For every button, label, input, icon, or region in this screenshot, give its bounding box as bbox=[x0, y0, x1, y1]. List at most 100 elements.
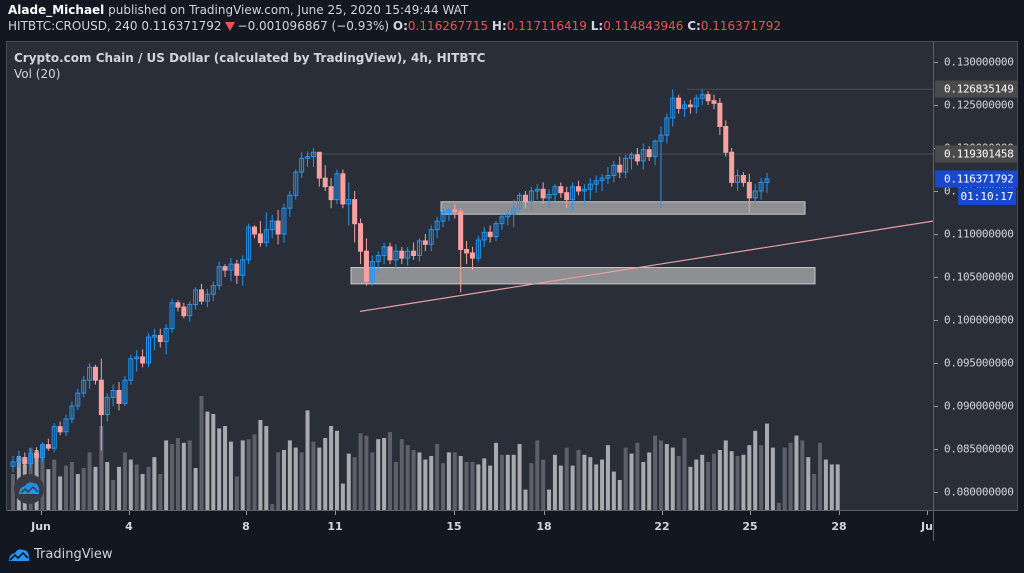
candle-down bbox=[181, 306, 187, 317]
volume-bar bbox=[46, 469, 51, 510]
volume-bar bbox=[99, 426, 104, 510]
time-label: Jun bbox=[31, 520, 51, 533]
time-tick bbox=[246, 511, 247, 515]
volume-bar bbox=[517, 444, 522, 510]
volume-bar bbox=[647, 452, 652, 510]
volume-bar bbox=[376, 439, 381, 510]
volume-bar bbox=[111, 480, 116, 510]
volume-bar bbox=[765, 423, 769, 510]
volume-bar bbox=[193, 468, 198, 510]
volume-bar bbox=[258, 420, 263, 510]
candle-down bbox=[45, 444, 51, 449]
volume-bar bbox=[452, 452, 457, 510]
candle-down bbox=[234, 263, 240, 276]
candle-up bbox=[228, 263, 234, 271]
candle-down bbox=[222, 266, 228, 271]
volume-bar bbox=[146, 466, 151, 510]
volume-bar bbox=[494, 442, 499, 510]
candle-up bbox=[587, 183, 593, 190]
candle-down bbox=[740, 175, 746, 183]
candle-up bbox=[493, 223, 499, 238]
candle-up bbox=[699, 94, 705, 99]
volume-bar bbox=[264, 426, 269, 510]
volume-bar bbox=[464, 462, 469, 510]
candle-up bbox=[623, 157, 629, 173]
publish-info: Alade_Michael published on TradingView.c… bbox=[8, 3, 468, 17]
chart-plot-area[interactable] bbox=[7, 42, 933, 512]
candle-up bbox=[269, 220, 275, 231]
volume-bar bbox=[352, 457, 357, 510]
candle-up bbox=[405, 250, 411, 259]
down-triangle-icon bbox=[224, 22, 235, 31]
candlestick-chart[interactable] bbox=[7, 42, 933, 510]
high-price-marker: 0.126835149 bbox=[944, 82, 1014, 96]
volume-bar bbox=[547, 489, 552, 510]
candle-up bbox=[16, 457, 22, 463]
price-label: 0.100000000 bbox=[944, 313, 1014, 327]
candle-down bbox=[458, 211, 464, 250]
time-tick bbox=[41, 511, 42, 515]
candle-up bbox=[375, 255, 381, 263]
candle-down bbox=[399, 250, 405, 259]
footer-brand[interactable]: TradingView bbox=[8, 547, 113, 562]
price-axis[interactable]: 0.1300000000.1250000000.1200000000.11500… bbox=[933, 42, 1018, 512]
time-axis[interactable]: Jun 4 8 11 15 18 22 25 28 Ju bbox=[7, 510, 933, 541]
candle-down bbox=[729, 151, 735, 183]
volume-bar bbox=[588, 457, 593, 510]
price-label: 0.090000000 bbox=[944, 399, 1014, 413]
volume-bar bbox=[270, 504, 275, 510]
volume-bar bbox=[329, 426, 334, 510]
candle-down bbox=[116, 390, 122, 404]
time-label: 15 bbox=[446, 520, 462, 533]
price-tick bbox=[934, 406, 938, 407]
volume-bar bbox=[806, 457, 811, 510]
volume-bar bbox=[818, 442, 823, 510]
volume-bar bbox=[158, 474, 163, 510]
candle-down bbox=[540, 188, 546, 199]
volume-bar bbox=[800, 440, 805, 510]
volume-bar bbox=[11, 474, 15, 510]
candle-up bbox=[570, 186, 576, 201]
time-tick bbox=[129, 511, 130, 515]
price-tick bbox=[934, 191, 938, 192]
volume-indicator-label[interactable]: Vol (20) bbox=[14, 67, 61, 81]
volume-bar bbox=[735, 456, 740, 510]
volume-bar bbox=[582, 454, 587, 510]
volume-bar bbox=[52, 459, 57, 510]
volume-bar bbox=[323, 438, 328, 510]
volume-bar bbox=[458, 456, 463, 510]
volume-bar bbox=[311, 441, 316, 510]
volume-bar bbox=[293, 447, 298, 510]
volume-bar bbox=[128, 459, 133, 510]
volume-bar bbox=[658, 440, 663, 510]
price-tick bbox=[934, 105, 938, 106]
volume-bar bbox=[676, 456, 681, 510]
candle-down bbox=[723, 126, 729, 153]
volume-bar bbox=[175, 438, 180, 510]
volume-bar bbox=[405, 445, 410, 510]
candle-up bbox=[69, 405, 75, 420]
candle-up bbox=[281, 207, 287, 235]
tradingview-watermark bbox=[14, 474, 44, 504]
volume-bar bbox=[541, 459, 546, 510]
volume-bar bbox=[782, 447, 787, 510]
candle-up bbox=[63, 418, 69, 433]
volume-bar bbox=[558, 465, 563, 510]
candle-up bbox=[204, 293, 210, 302]
candle-up bbox=[128, 358, 134, 381]
level-price-marker: 0.119301458 bbox=[944, 147, 1014, 161]
current-price-marker-box bbox=[935, 170, 1017, 188]
candle-up bbox=[434, 220, 440, 231]
time-label: 18 bbox=[536, 520, 552, 533]
volume-bar bbox=[423, 459, 428, 510]
volume-bar bbox=[441, 463, 446, 510]
volume-bar bbox=[505, 454, 510, 510]
volume-bar bbox=[87, 452, 92, 510]
candle-up bbox=[169, 302, 175, 330]
candle-up bbox=[440, 212, 446, 222]
volume-bar bbox=[435, 444, 440, 510]
candle-down bbox=[746, 181, 752, 199]
volume-bar bbox=[729, 451, 734, 510]
candle-up bbox=[287, 194, 293, 209]
time-label: 11 bbox=[327, 520, 343, 533]
